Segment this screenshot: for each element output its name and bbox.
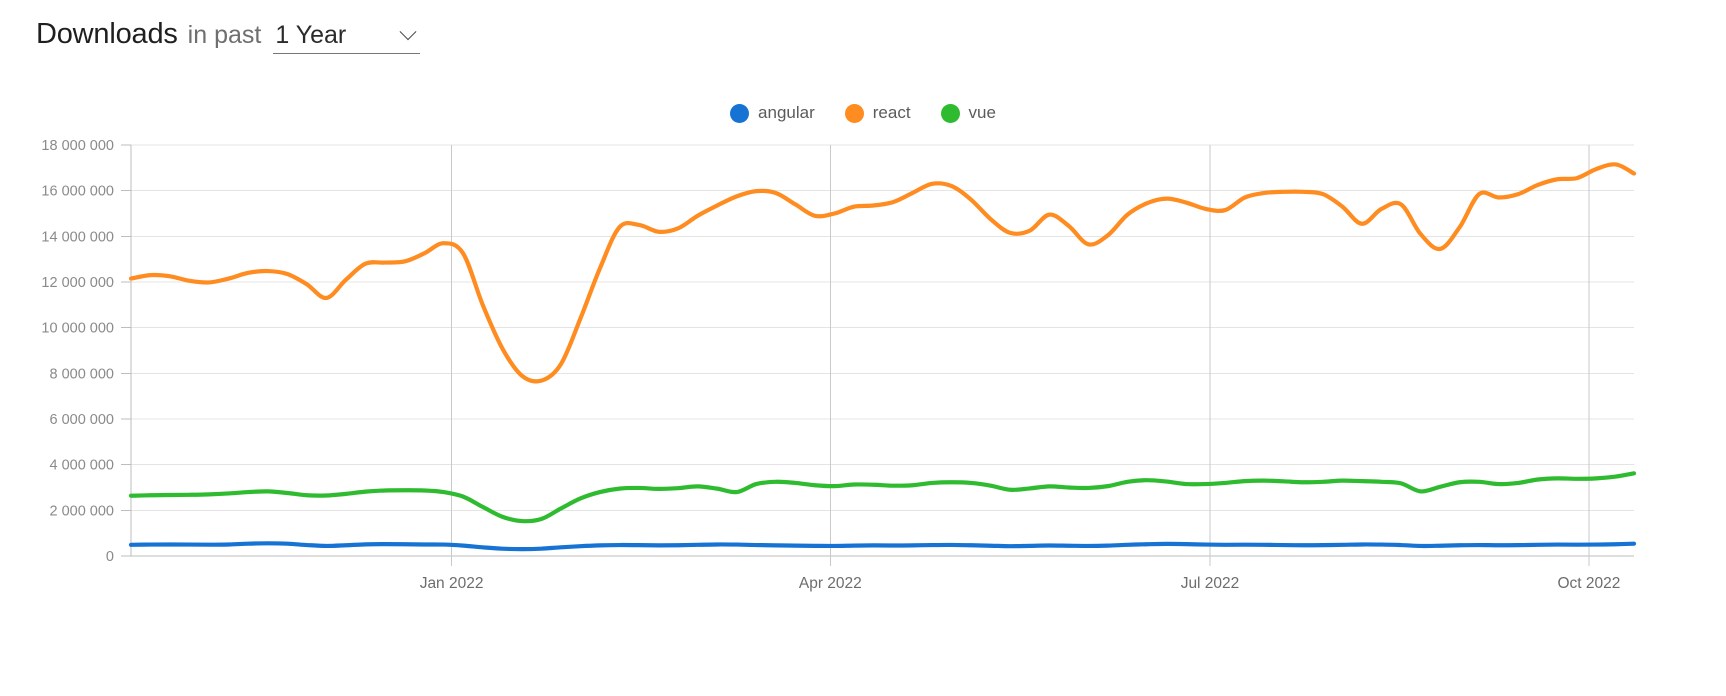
downloads-header: Downloads in past 1 Year [36, 18, 421, 54]
downloads-line-chart-svg[interactable]: 0 2 000 000 4 000 000 6 000 000 8 000 000 10 … [0, 130, 1726, 650]
page-title: Downloads [36, 18, 178, 50]
y-axis-tick-label: 18 000 000 [41, 138, 114, 154]
time-range-value: 1 Year [275, 21, 347, 49]
series-line-angular [128, 541, 1637, 552]
y-axis-tick-label: 12 000 000 [41, 275, 114, 291]
x-axis-tick-label: Oct 2022 [1557, 575, 1620, 592]
page-subtitle: in past [187, 21, 262, 49]
legend-color-dot-react [844, 103, 864, 123]
y-axis-tick-label: 16 000 000 [41, 184, 114, 200]
downloads-chart[interactable]: 0 2 000 000 4 000 000 6 000 000 8 000 000 10 … [0, 130, 1726, 650]
legend-item-angular[interactable]: angular [730, 103, 815, 123]
legend-label-react: react [872, 103, 911, 122]
series-line-react [128, 162, 1637, 384]
x-axis-tick-label: Jul 2022 [1181, 575, 1240, 592]
legend-color-dot-vue [940, 103, 960, 123]
x-axis-tick-label: Apr 2022 [799, 575, 862, 592]
legend-item-vue[interactable]: vue [940, 103, 996, 123]
x-axis-tick-label: Jan 2022 [420, 575, 484, 592]
y-axis-tick-label: 14 000 000 [41, 229, 114, 245]
legend-color-dot-angular [730, 103, 750, 123]
series-line-vue [128, 471, 1637, 524]
legend-label-vue: vue [968, 103, 996, 122]
chart-legend: angular react vue [0, 103, 1726, 123]
chevron-down-icon [399, 22, 417, 40]
y-axis-tick-label: 0 [106, 549, 114, 565]
legend-item-react[interactable]: react [844, 103, 911, 123]
legend-label-angular: angular [758, 103, 815, 122]
y-axis-tick-label: 2 000 000 [49, 503, 114, 519]
time-range-select[interactable]: 1 Year [273, 18, 421, 54]
y-axis-tick-label: 4 000 000 [49, 458, 114, 474]
y-axis-tick-label: 10 000 000 [41, 321, 114, 337]
y-axis-tick-label: 8 000 000 [49, 366, 114, 382]
y-axis-tick-label: 6 000 000 [49, 412, 114, 428]
